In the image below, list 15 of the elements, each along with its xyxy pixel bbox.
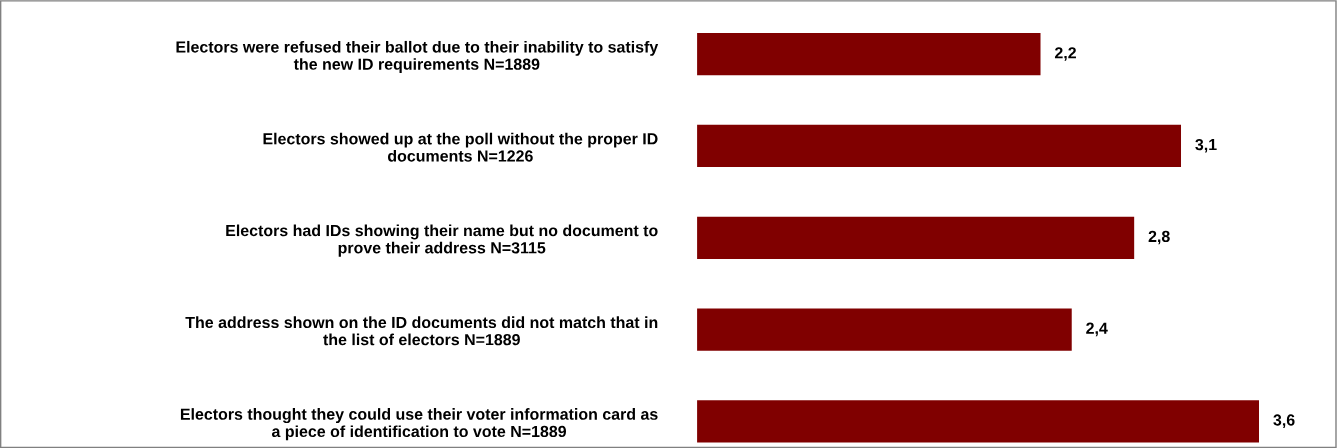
y-tick-label: Electors were refused their ballot due to their inability to satisfy the new ID requirements N=1889 bbox=[176, 40, 659, 74]
y-tick-label: Electors had IDs showing their name but no document to prove their address N=3115 bbox=[226, 224, 658, 257]
data-label: 3,1 bbox=[1195, 138, 1217, 153]
bar bbox=[697, 308, 1072, 351]
data-label: 2,4 bbox=[1086, 322, 1108, 337]
data-label: 2,2 bbox=[1054, 47, 1076, 61]
bar bbox=[697, 33, 1041, 76]
y-tick-label: Electors thought they could use their voter information card as a piece of identification to vote N=1889 bbox=[180, 408, 658, 441]
bar bbox=[697, 400, 1260, 443]
data-label: 2,8 bbox=[1148, 230, 1170, 245]
y-tick-label: Electors showed up at the poll without the proper ID documents N=1226 bbox=[263, 132, 658, 162]
data-label: 3,6 bbox=[1273, 414, 1295, 428]
bar bbox=[697, 124, 1182, 168]
bar bbox=[697, 216, 1135, 259]
y-tick-label: The address shown on the ID documents did not match that in the list of electors N=1889 bbox=[185, 316, 658, 346]
